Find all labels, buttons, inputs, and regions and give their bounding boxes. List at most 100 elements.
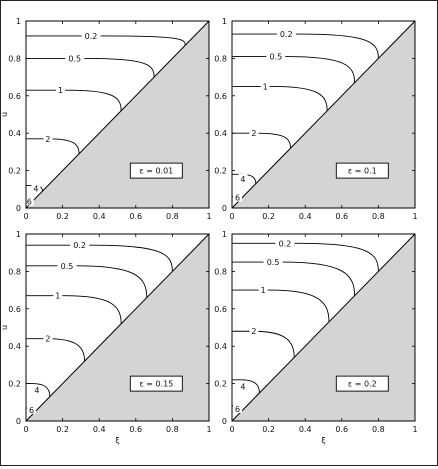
plot-frame [231,20,416,209]
contour-line [26,57,155,78]
contour-line [26,383,51,397]
contour-label-bg [263,257,283,267]
contour-label: 0.2 [73,241,86,250]
contour-label: 2 [45,135,50,144]
contour-label-bg [238,174,248,184]
y-tick-label: 0 [222,204,227,213]
panel-top-right: 0.2 0.5 1 2 4 60 0.2 0.4 0.6 0.8 1 0 0.2 0.4 0.6 0.8 1 ε … [214,17,417,221]
diagonal-line [231,233,416,422]
panel-bottom-left: 0.20.5124600.20.40.60.8100.20.40.60.81ξu… [0,230,212,445]
contour-label-bg [53,290,63,300]
x-tick-label: 0.8 [372,212,385,221]
y-tick-label: 0.8 [214,54,227,63]
contour-line [232,56,356,83]
contour-line [26,338,86,362]
diagonal-line [25,20,210,209]
contour-label: 2 [251,327,256,336]
x-tick-label: 0.6 [129,212,142,221]
y-tick-label: 0.2 [214,380,227,389]
contour-label-bg [70,240,90,250]
plot-frame [25,20,210,209]
contour-line [26,265,148,298]
contour-label-bg [43,133,53,143]
legend-box [335,162,389,179]
y-tick-label: 0.2 [214,167,227,176]
contour-label-bg [276,29,296,39]
x-tick-label: 1 [412,425,417,434]
contour-line [232,289,330,322]
contour-label-bg [249,326,259,336]
contour-line [232,379,260,393]
y-tick-label: 0.4 [214,342,227,351]
y-tick-label: 0.2 [8,380,21,389]
contour-line [26,138,80,154]
x-tick-label: 0.2 [56,425,69,434]
contour-label: 0.2 [279,239,292,248]
contour-line [26,35,186,46]
contour-label-bg [31,183,41,193]
contour-label: 0.5 [68,54,81,63]
diagonal-line [231,20,416,209]
y-tick-label: 1 [222,230,227,239]
x-tick-label: 0.6 [129,425,142,434]
contour-label: 6 [29,406,34,415]
contour-label: 6 [27,197,32,206]
y-tick-label: 0.6 [214,305,227,314]
contour-label: 0.2 [85,32,98,41]
y-tick-label: 0.8 [8,267,21,276]
x-tick-label: 0.4 [93,212,106,221]
contour-label: 4 [240,382,245,391]
contour-label: 4 [34,386,39,395]
legend-box [129,162,183,179]
contour-label-bg [81,30,101,40]
y-tick-label: 0.6 [8,92,21,101]
x-tick-label: 0.6 [335,212,348,221]
contour-label-bg [249,128,259,138]
y-axis-label: u [1,325,9,330]
y-tick-label: 0 [16,204,21,213]
contour-label: 2 [45,335,50,344]
panel-top-left: 0.20.5124600.20.40.60.8100.20.40.60.81uε… [0,17,212,221]
y-tick-label: 1 [16,17,21,26]
y-tick-label: 0.6 [8,305,21,314]
legend-box [129,375,183,392]
contour-line [232,33,379,59]
y-tick-label: 1 [16,230,21,239]
contour-line [232,330,295,358]
x-tick-label: 0 [229,212,234,221]
plot-frame [231,233,416,422]
y-tick-label: 0.4 [214,129,227,138]
contour-label: 2 [251,129,256,138]
y-tick-label: 0 [222,417,227,426]
contour-line [232,242,379,272]
contour-label: 0.2 [280,30,293,39]
legend-label: ε = 0.1 [348,167,377,176]
contour-label-bg [43,333,53,343]
contour-line [232,261,356,296]
x-tick-label: 0 [229,425,234,434]
x-tick-label: 0.4 [299,425,312,434]
contour-label-bg [26,404,36,414]
contour-label-bg [232,403,242,413]
contour-label-bg [57,260,77,270]
contour-label: 4 [240,175,245,184]
y-tick-label: 0.8 [214,267,227,276]
contour-label-bg [232,192,242,202]
x-tick-label: 0.8 [166,425,179,434]
contour-label: 1 [263,82,268,91]
contour-label: 0.5 [269,53,282,62]
x-tick-label: 0.8 [372,425,385,434]
x-tick-label: 0.2 [262,425,275,434]
contour-line [26,295,122,324]
x-tick-label: 0.4 [299,212,312,221]
y-tick-label: 0.2 [8,167,21,176]
x-axis-label: ξ [115,436,119,445]
y-tick-label: 0 [16,417,21,426]
x-tick-label: 0 [23,425,28,434]
legend-label: ε = 0.01 [139,167,173,176]
contour-line [26,244,173,272]
x-tick-label: 0.4 [93,425,106,434]
contour-label: 6 [235,194,240,203]
